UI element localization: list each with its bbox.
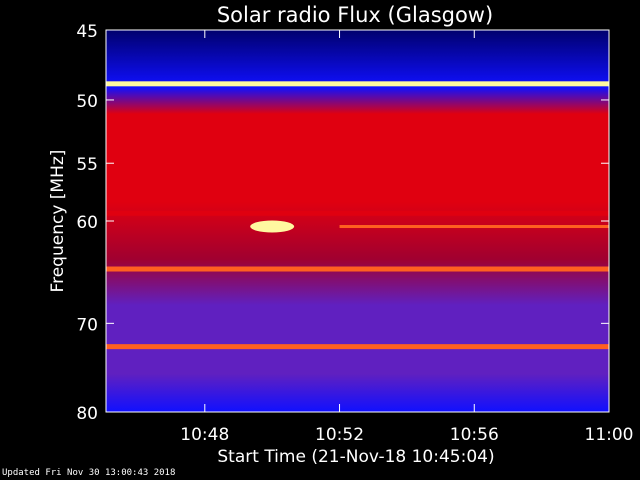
y-tick-label: 55 (76, 155, 98, 175)
y-tick-label: 80 (76, 404, 98, 424)
radio-burst (250, 220, 295, 233)
spectrogram-image (106, 30, 609, 412)
updated-timestamp: Updated Fri Nov 30 13:00:43 2018 (2, 468, 176, 478)
x-axis: 10:48 10:52 10:56 11:00 (180, 30, 634, 445)
spectral-band (106, 344, 609, 350)
spectrogram-background (106, 30, 609, 412)
spectral-band (106, 81, 609, 87)
y-axis: 45 50 55 60 70 80 (76, 22, 609, 424)
x-tick-label: 10:56 (450, 425, 499, 445)
x-tick-label: 10:48 (180, 425, 229, 445)
y-tick-label: 45 (76, 22, 98, 42)
spectral-band (106, 210, 609, 216)
drifting-emission (339, 225, 609, 229)
y-tick-label: 70 (76, 315, 98, 335)
x-tick-label: 11:00 (585, 425, 634, 445)
y-axis-label: Frequency [MHz] (48, 150, 68, 293)
spectral-band (106, 132, 609, 138)
x-axis-label: Start Time (21-Nov-18 10:45:04) (217, 447, 494, 467)
y-tick-label: 50 (76, 92, 98, 112)
spectral-band (106, 266, 609, 272)
chart-title: Solar radio Flux (Glasgow) (217, 3, 493, 27)
x-tick-label: 10:52 (315, 425, 364, 445)
y-tick-label: 60 (76, 213, 98, 233)
